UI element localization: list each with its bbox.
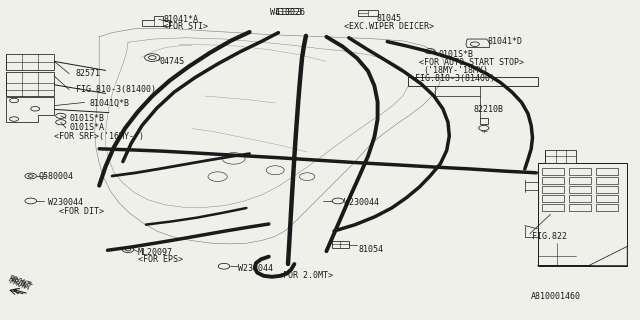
- Text: 81054: 81054: [358, 245, 383, 254]
- Text: 0101S*B: 0101S*B: [69, 114, 104, 123]
- Polygon shape: [538, 246, 627, 266]
- Text: FRONT: FRONT: [7, 275, 31, 291]
- Text: W410026: W410026: [271, 8, 305, 17]
- Text: <FOR 2.0MT>: <FOR 2.0MT>: [278, 271, 333, 280]
- Text: FRONT: FRONT: [8, 276, 33, 293]
- Text: <FOR DIT>: <FOR DIT>: [59, 207, 104, 216]
- Text: FIG.822: FIG.822: [532, 232, 568, 241]
- Text: 82210B: 82210B: [474, 105, 504, 114]
- Text: 81041*A: 81041*A: [163, 15, 198, 24]
- Text: A810001460: A810001460: [531, 292, 581, 301]
- Text: 81045: 81045: [376, 14, 401, 23]
- Text: 82571: 82571: [76, 69, 100, 78]
- Text: ML20097: ML20097: [138, 248, 173, 257]
- Text: <FOR AUTO START STOP>: <FOR AUTO START STOP>: [419, 58, 524, 67]
- Polygon shape: [6, 72, 54, 96]
- Text: FIG.810-3(81400): FIG.810-3(81400): [76, 85, 156, 94]
- Text: 81041*D: 81041*D: [488, 37, 523, 46]
- Polygon shape: [466, 39, 490, 47]
- Text: FIG.810-3(81400): FIG.810-3(81400): [415, 74, 495, 83]
- Text: W230044: W230044: [344, 198, 380, 207]
- Text: ('18MY-'18MY): ('18MY-'18MY): [424, 66, 489, 75]
- Polygon shape: [545, 150, 576, 163]
- Text: 0101S*A: 0101S*A: [69, 124, 104, 132]
- Polygon shape: [358, 10, 378, 16]
- Polygon shape: [276, 8, 300, 14]
- Text: <FOR EPS>: <FOR EPS>: [138, 255, 182, 264]
- Text: Q580004: Q580004: [38, 172, 74, 181]
- Text: W230044: W230044: [48, 198, 83, 207]
- Polygon shape: [142, 16, 170, 26]
- Polygon shape: [332, 241, 349, 248]
- Text: <EXC.WIPER DEICER>: <EXC.WIPER DEICER>: [344, 22, 435, 31]
- Text: <FOR SRF>('16MY- ): <FOR SRF>('16MY- ): [54, 132, 145, 141]
- Text: W230044: W230044: [238, 264, 273, 273]
- Text: 0474S: 0474S: [160, 57, 185, 66]
- Polygon shape: [6, 54, 54, 70]
- Text: <FOR STI>: <FOR STI>: [163, 22, 208, 31]
- Polygon shape: [6, 97, 54, 122]
- Text: 0101S*B: 0101S*B: [438, 50, 474, 59]
- Text: 81041Q*B: 81041Q*B: [90, 99, 130, 108]
- Polygon shape: [538, 163, 627, 266]
